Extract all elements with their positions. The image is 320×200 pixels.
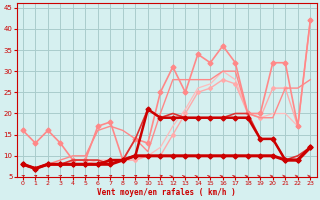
- X-axis label: Vent moyen/en rafales ( km/h ): Vent moyen/en rafales ( km/h ): [97, 188, 236, 197]
